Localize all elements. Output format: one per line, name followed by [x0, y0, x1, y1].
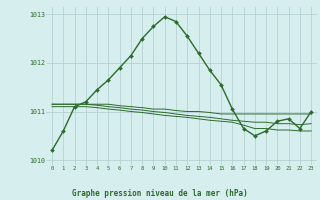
Text: Graphe pression niveau de la mer (hPa): Graphe pression niveau de la mer (hPa): [72, 189, 248, 198]
